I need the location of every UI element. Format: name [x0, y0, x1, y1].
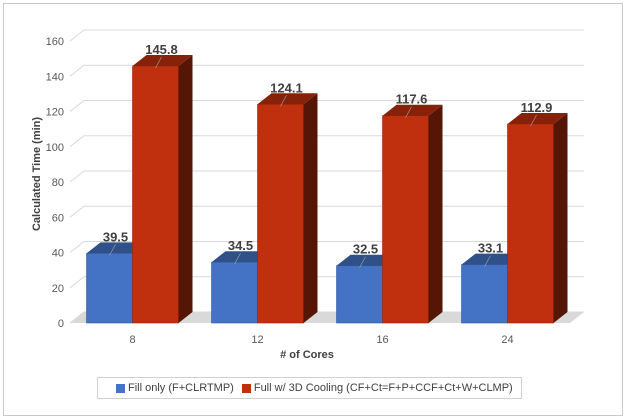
x-tick-label: 16	[376, 334, 388, 346]
y-tick-label: 20	[52, 283, 64, 295]
bar-side-face	[303, 93, 318, 324]
data-labels: 39.5 34.5 32.5 33.1 145.8 124.1 117.6 112.9	[103, 42, 553, 268]
x-tick-label: 8	[129, 334, 135, 346]
y-tick-label: 100	[46, 142, 64, 154]
bar-top-face	[507, 113, 568, 125]
floor-plane	[70, 312, 584, 323]
data-label-full-3d-cooling-8: 145.8	[145, 42, 178, 57]
bar-top-face	[257, 93, 318, 105]
data-label-leader	[109, 244, 116, 256]
bar-top-face	[132, 55, 193, 67]
legend: Fill only (F+CLRTMP) Full w/ 3D Cooling …	[97, 377, 522, 399]
data-label-leader	[405, 106, 412, 118]
x-axis-title: # of Cores	[280, 349, 334, 361]
bar-front-face	[211, 261, 258, 324]
legend-swatch-full-3d-cooling	[241, 383, 251, 393]
gridline	[69, 29, 584, 42]
data-label-leader	[155, 56, 162, 69]
data-label-full-3d-cooling-12: 124.1	[270, 80, 303, 95]
data-label-fill-only-8: 39.5	[103, 229, 128, 244]
bar-front-face	[132, 65, 179, 324]
x-axis-ticks: 8 12 16 24	[129, 334, 513, 346]
bar-front-face	[461, 264, 508, 324]
y-tick-label: 120	[46, 107, 64, 119]
data-label-fill-only-16: 32.5	[353, 242, 378, 257]
legend-swatch-fill-only	[116, 383, 125, 393]
bar-front-face	[382, 115, 429, 324]
bar-top-face	[382, 104, 443, 116]
data-label-full-3d-cooling-16: 117.6	[396, 92, 428, 107]
data-label-leader	[234, 253, 241, 265]
y-tick-label: 60	[52, 212, 64, 224]
bar-side-face	[428, 104, 443, 323]
data-label-fill-only-12: 34.5	[228, 238, 253, 253]
bar-full-3d-cooling-8	[132, 55, 193, 324]
y-axis-title: Calculated Time (min)	[31, 117, 43, 231]
bar-front-face	[336, 265, 383, 324]
bar-full-3d-cooling-12	[257, 93, 318, 324]
y-tick-label: 80	[52, 177, 64, 189]
y-axis-ticks: 0 20 40 60 80 100 120 140 160	[46, 36, 64, 330]
data-label-leader	[530, 114, 537, 127]
bar-front-face	[257, 103, 304, 324]
gridline	[69, 64, 584, 77]
bar-side-face	[178, 55, 193, 324]
bar-full-3d-cooling-24	[507, 113, 568, 324]
bar-side-face	[553, 113, 568, 323]
gridline	[69, 100, 584, 112]
legend-item-fill-only: Fill only (F+CLRTMP)	[116, 382, 234, 394]
x-tick-label: 12	[251, 334, 263, 346]
bar-front-face	[86, 253, 133, 324]
bar-top-face	[86, 242, 147, 254]
data-label-fill-only-24: 33.1	[478, 241, 503, 256]
data-label-leader	[484, 255, 491, 267]
data-label-full-3d-cooling-24: 112.9	[521, 100, 553, 115]
bar-top-face	[336, 254, 397, 266]
bar-fill-only-12	[211, 251, 272, 324]
bar-top-face	[461, 253, 522, 265]
data-label-leader	[359, 256, 366, 268]
bar-top-face	[211, 251, 272, 263]
x-tick-label: 24	[501, 334, 513, 346]
y-tick-label: 0	[58, 318, 64, 330]
y-tick-label: 160	[46, 36, 64, 48]
y-tick-label: 140	[46, 71, 64, 83]
legend-item-full-3d-cooling: Full w/ 3D Cooling (CF+Ct=F+P+CCF+Ct+W+C…	[241, 382, 513, 394]
bar-front-face	[507, 123, 554, 324]
legend-label-fill-only: Fill only (F+CLRTMP)	[128, 382, 234, 394]
bars	[86, 55, 568, 324]
y-tick-label: 40	[52, 248, 64, 260]
bar-fill-only-24	[461, 253, 522, 324]
bar-full-3d-cooling-16	[382, 104, 443, 324]
chart-floor	[70, 312, 584, 323]
legend-label-full-3d-cooling: Full w/ 3D Cooling (CF+Ct=F+P+CCF+Ct+W+C…	[253, 382, 513, 394]
data-label-leader	[280, 95, 287, 107]
